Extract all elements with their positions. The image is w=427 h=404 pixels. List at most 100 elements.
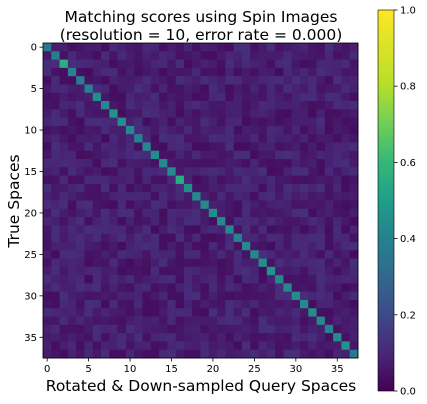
heatmap-cell	[316, 142, 326, 152]
heatmap-cell	[142, 51, 152, 60]
heatmap-cell	[291, 192, 301, 201]
heatmap-cell	[291, 333, 301, 342]
heatmap-cell	[250, 324, 259, 334]
heatmap-cell	[101, 225, 110, 235]
heatmap-cell	[258, 275, 268, 284]
heatmap-cell	[51, 275, 60, 284]
heatmap-cell	[324, 159, 334, 168]
heatmap-cell	[76, 51, 85, 60]
heatmap-cell	[125, 125, 135, 135]
heatmap-cell	[299, 333, 309, 342]
heatmap-cell	[308, 241, 317, 251]
heatmap-cell	[217, 308, 226, 317]
heatmap-cell	[333, 67, 342, 77]
heatmap-cell	[233, 316, 243, 326]
heatmap-cell	[266, 316, 276, 326]
heatmap-cell	[333, 217, 342, 226]
heatmap-cell	[308, 250, 317, 259]
heatmap-cell	[84, 275, 94, 284]
heatmap-cell	[59, 275, 69, 284]
heatmap-cell	[266, 324, 276, 334]
heatmap-cell	[291, 208, 301, 218]
heatmap-cell	[308, 225, 317, 235]
heatmap-cell	[117, 275, 127, 284]
heatmap-cell	[316, 167, 326, 177]
heatmap-cell	[134, 142, 143, 152]
heatmap-cell	[299, 225, 309, 235]
heatmap-cell	[125, 67, 135, 77]
heatmap-cell	[167, 225, 177, 235]
heatmap-cell	[134, 109, 143, 119]
heatmap-cell	[200, 125, 210, 135]
heatmap-cell	[349, 258, 359, 268]
heatmap-cell	[258, 159, 268, 168]
heatmap-cell	[308, 51, 317, 60]
heatmap-cell	[167, 142, 177, 152]
heatmap-cell	[266, 92, 276, 102]
heatmap-cell	[291, 109, 301, 119]
heatmap-cell	[308, 175, 317, 185]
x-tick-label: 30	[289, 364, 302, 375]
heatmap-cell	[183, 150, 193, 160]
heatmap-cell	[258, 117, 268, 127]
heatmap-cell	[233, 258, 243, 268]
heatmap-cell	[150, 84, 160, 94]
heatmap-cell	[316, 208, 326, 218]
heatmap-cell	[258, 134, 268, 143]
heatmap-cell	[217, 241, 226, 251]
heatmap-cell	[258, 225, 268, 235]
heatmap-cell	[67, 283, 77, 293]
heatmap-cell	[233, 142, 243, 152]
heatmap-cell	[142, 225, 152, 235]
heatmap-cell	[51, 324, 60, 334]
heatmap-cell	[308, 159, 317, 168]
heatmap-cell	[200, 291, 210, 301]
heatmap-cell	[92, 125, 102, 135]
heatmap-cell	[125, 150, 135, 160]
heatmap-cell	[167, 208, 177, 218]
heatmap-cell	[76, 59, 85, 69]
heatmap-cell	[250, 275, 259, 284]
heatmap-cell	[333, 299, 342, 309]
heatmap-cell	[134, 217, 143, 226]
heatmap-cell	[250, 92, 259, 102]
heatmap-cell	[324, 67, 334, 77]
heatmap-cell	[51, 217, 60, 226]
heatmap-cell	[67, 291, 77, 301]
heatmap-cell	[250, 208, 259, 218]
heatmap-cell	[183, 192, 193, 201]
heatmap-cell	[250, 341, 259, 351]
heatmap-cell	[208, 308, 218, 317]
heatmap-cell	[92, 150, 102, 160]
heatmap-cell	[134, 208, 143, 218]
heatmap-cell	[43, 266, 52, 276]
heatmap-cell	[117, 308, 127, 317]
heatmap-cell	[217, 43, 226, 52]
heatmap-cell	[134, 76, 143, 85]
heatmap-cell	[84, 217, 94, 226]
heatmap-cell	[159, 291, 168, 301]
heatmap-cell	[266, 349, 276, 359]
heatmap-cell	[341, 109, 351, 119]
heatmap-cell	[241, 109, 251, 119]
heatmap-cell	[225, 217, 235, 226]
heatmap-cell	[349, 225, 359, 235]
heatmap-cell	[167, 76, 177, 85]
heatmap-cell	[125, 84, 135, 94]
heatmap-cell	[76, 134, 85, 143]
heatmap-cell	[183, 241, 193, 251]
heatmap-cell	[51, 341, 60, 351]
heatmap-cell	[299, 117, 309, 127]
heatmap-cell	[266, 250, 276, 259]
heatmap-cell	[308, 109, 317, 119]
heatmap-cell	[159, 233, 168, 243]
heatmap-cell	[150, 159, 160, 168]
heatmap-cell	[266, 159, 276, 168]
heatmap-cell	[283, 43, 293, 52]
heatmap-cell	[92, 324, 102, 334]
heatmap-cell	[167, 316, 177, 326]
heatmap-cell	[43, 192, 52, 201]
heatmap-cell	[183, 142, 193, 152]
heatmap-cell	[333, 84, 342, 94]
heatmap-cell	[250, 43, 259, 52]
